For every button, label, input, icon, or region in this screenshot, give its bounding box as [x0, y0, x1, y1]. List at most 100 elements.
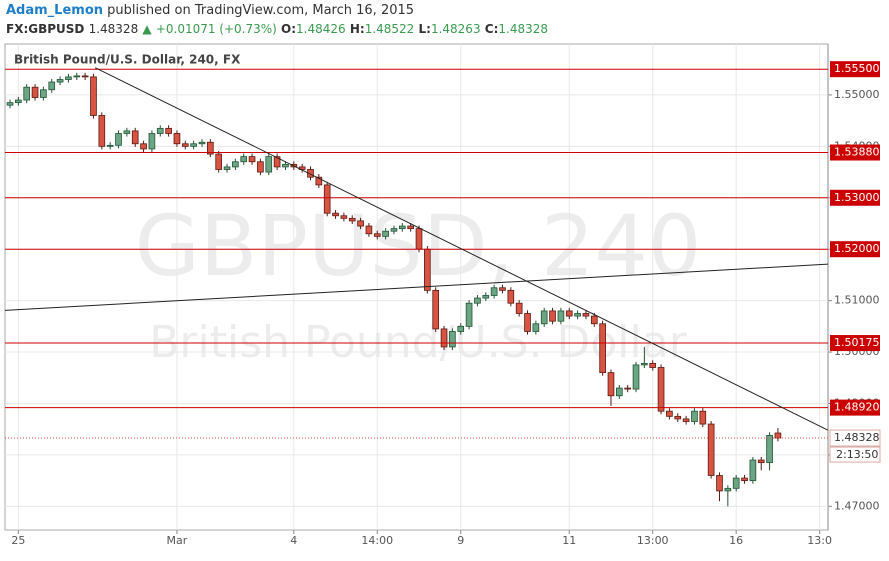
candle-body	[716, 475, 723, 492]
candle-body	[732, 477, 740, 489]
open-value: 1.48426	[296, 22, 346, 36]
candle-body	[323, 184, 331, 214]
candle-body	[457, 325, 465, 332]
overlays: 1.55500 1.53880 1.53000 1.52000 1.50175 1.489…	[4, 61, 881, 463]
candle-body	[123, 130, 131, 134]
candle-body	[757, 459, 765, 464]
author-link[interactable]: Adam_Lemon	[6, 3, 104, 18]
candle-body	[407, 225, 414, 230]
candle-body	[632, 364, 640, 390]
candle-body	[532, 323, 540, 332]
candles	[6, 72, 782, 507]
candle-body	[574, 313, 581, 317]
level-label-box	[830, 61, 880, 78]
y-tick-label: 1.55000	[834, 88, 880, 101]
level-label: 1.52000	[834, 242, 880, 255]
candle-body	[440, 328, 448, 348]
level-label: 1.55500	[834, 62, 880, 75]
candle-body	[140, 143, 147, 150]
candle-body	[607, 372, 615, 397]
x-tick-label: Mar	[167, 534, 188, 547]
candle-body	[774, 432, 782, 439]
x-tick-label: 16	[729, 534, 743, 547]
candle-body	[641, 362, 648, 366]
high-label: H:	[349, 22, 365, 36]
candle-body	[749, 459, 757, 482]
candle-body	[207, 141, 214, 155]
watermark-sub: British Pound/U.S. Dollar	[149, 317, 687, 368]
candle-body	[40, 89, 47, 98]
candle-body	[282, 163, 289, 168]
candle-body	[365, 225, 373, 235]
ohlc-bar: FX:GBPUSD 1.48328 ▲ +0.01071 (+0.73%) O:…	[6, 22, 548, 36]
candle-body	[198, 141, 206, 145]
level-label: 1.53000	[834, 191, 880, 204]
level-label-box	[830, 189, 880, 206]
chart: GBPUSD, 240 British Pound/U.S. Dollar 1.…	[4, 43, 881, 547]
candle-body	[382, 230, 389, 237]
candle-body	[432, 289, 440, 330]
level-label-box	[830, 144, 880, 161]
candle-body	[449, 331, 456, 348]
candle-body	[106, 144, 114, 147]
candle-body	[131, 130, 139, 145]
candle-body	[156, 127, 164, 134]
candle-body	[474, 297, 481, 304]
close-value: 1.48328	[498, 22, 548, 36]
candle-body	[699, 410, 707, 425]
candle-body	[390, 228, 398, 232]
current-price-label: 1.48328	[834, 431, 880, 444]
candle-body	[674, 415, 682, 420]
candle-body	[373, 233, 381, 237]
header: Adam_Lemon published on TradingView.com,…	[6, 3, 414, 18]
x-tick-label: 14:00	[361, 534, 393, 547]
candle-body	[15, 99, 22, 104]
candle-body	[273, 156, 281, 168]
candle-body	[307, 169, 314, 178]
change-arrow: ▲	[142, 22, 152, 36]
x-tick-label: 9	[457, 534, 464, 547]
trend-line	[4, 263, 829, 311]
candle-body	[515, 302, 523, 314]
candle-body	[332, 212, 339, 217]
candle-body	[524, 313, 531, 332]
change: +0.01071 (+0.73%)	[155, 22, 277, 36]
candle-body	[98, 115, 106, 147]
candle-body	[490, 287, 498, 296]
countdown-box	[829, 446, 881, 463]
last-price: 1.48328	[88, 22, 139, 36]
candle-body	[265, 156, 273, 173]
candle-body	[482, 295, 490, 299]
legend: British Pound/U.S. Dollar, 240, FX	[14, 53, 241, 67]
candle-body	[590, 315, 598, 325]
open-label: O:	[281, 22, 297, 36]
x-tick-label: 11	[562, 534, 576, 547]
candle-body	[90, 76, 97, 116]
candle-body	[540, 310, 548, 325]
candle-body	[707, 423, 715, 476]
candle-body	[223, 166, 231, 170]
candle-body	[616, 387, 623, 397]
level-label-box	[830, 335, 880, 352]
level-label-box	[830, 399, 880, 416]
candle-body	[624, 387, 631, 390]
candle-body	[507, 289, 515, 304]
candle-body	[741, 477, 748, 482]
x-tick-label: 13:0	[807, 534, 832, 547]
candle-body	[215, 153, 223, 170]
candle-body	[340, 215, 348, 219]
candle-body	[549, 310, 556, 322]
symbol: FX:GBPUSD	[6, 22, 85, 36]
candle-body	[348, 217, 356, 222]
candle-body	[181, 143, 189, 147]
candle-body	[23, 86, 31, 101]
candle-body	[724, 487, 732, 492]
candle-body	[73, 75, 81, 78]
candle-body	[56, 79, 64, 83]
candle-body	[257, 161, 264, 173]
candle-body	[248, 156, 256, 163]
candle-body	[165, 127, 172, 134]
candle-body	[424, 248, 431, 291]
candle-body	[65, 76, 72, 80]
